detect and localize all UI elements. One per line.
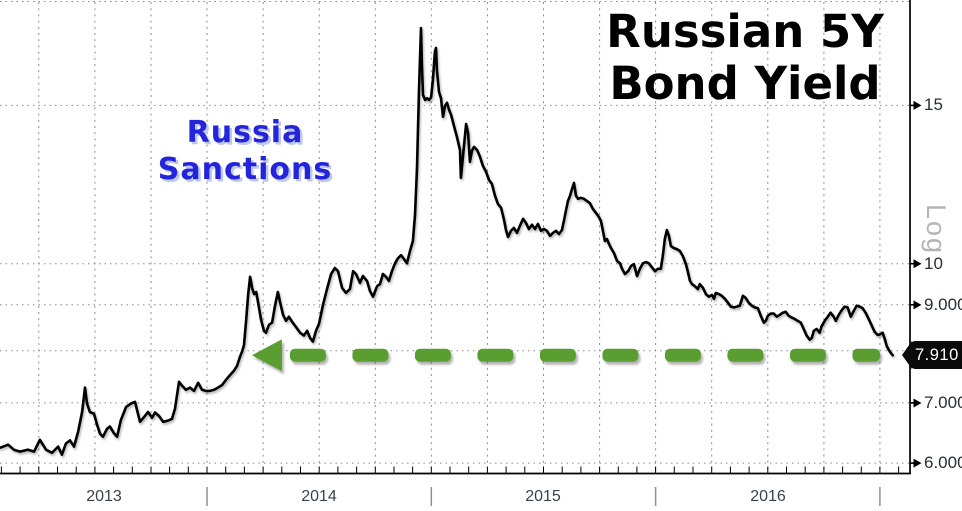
sanctions-annotation: Russia Sanctions [108, 114, 382, 188]
y-axis-label-9.000: 9.000 [924, 295, 962, 314]
y-axis-label-15: 15 [924, 95, 943, 114]
title-line-2: Bond Yield [609, 57, 881, 110]
y-axis-label-6.000: 6.000 [924, 453, 962, 472]
y-axis-label-10: 10 [924, 254, 943, 273]
axis-frame [0, 0, 911, 475]
badge-pointer-icon [902, 341, 912, 369]
page-title: Russian 5Y Bond Yield [556, 6, 934, 110]
year-separators [206, 487, 881, 506]
x-axis-label-2014: 2014 [301, 488, 337, 505]
x-axis-label-2016: 2016 [750, 488, 786, 505]
last-price-badge: 7.910 [902, 341, 962, 369]
sanctions-line-2: Sanctions [157, 152, 333, 187]
y-tick-arrows [910, 100, 922, 468]
grid-lines [0, 1, 910, 473]
x-axis-label-2015: 2015 [525, 488, 561, 505]
y-axis-label-7.000: 7.000 [924, 393, 962, 412]
badge-value: 7.910 [910, 341, 962, 369]
log-scale-label: Log [921, 204, 951, 256]
price-line [0, 26, 894, 456]
title-line-1: Russian 5Y [606, 5, 884, 58]
month-tick-marks [0, 466, 900, 473]
x-axis-label-2013: 2013 [86, 488, 122, 505]
sanctions-line-1: Russia [186, 115, 304, 150]
target-arrow [251, 339, 880, 372]
